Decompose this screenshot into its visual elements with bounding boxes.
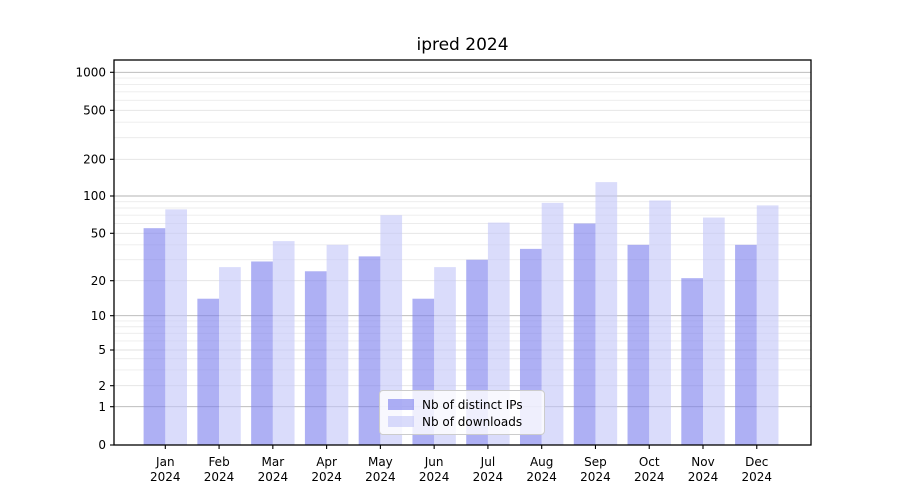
legend: Nb of distinct IPs Nb of downloads <box>379 390 545 435</box>
x-tick-label-month: May <box>368 455 393 469</box>
bar-feb-downloads <box>219 267 241 445</box>
x-tick-label-year: 2024 <box>526 470 557 484</box>
legend-label-distinct-ips: Nb of distinct IPs <box>422 397 523 412</box>
x-tick-label-year: 2024 <box>150 470 181 484</box>
x-tick-label-month: Mar <box>262 455 285 469</box>
x-tick-label-month: Jul <box>480 455 495 469</box>
axes-frame <box>113 59 812 446</box>
x-tick-label-month: Dec <box>745 455 768 469</box>
y-tick-label: 1 <box>98 400 106 414</box>
x-tick-label-month: Feb <box>208 455 229 469</box>
x-tick-label-month: Jun <box>424 455 444 469</box>
x-tick-label-year: 2024 <box>473 470 504 484</box>
y-tick-label: 200 <box>83 153 106 167</box>
bar-may-downloads <box>380 215 403 445</box>
bar-mar-downloads <box>272 241 295 445</box>
bar-sep-distinct-ips <box>573 223 596 445</box>
bar-jan-distinct-ips <box>143 228 166 445</box>
y-tick-label: 100 <box>83 189 106 203</box>
x-tick-label-year: 2024 <box>634 470 665 484</box>
legend-item-distinct-ips: Nb of distinct IPs <box>388 397 536 413</box>
bar-dec-downloads <box>756 205 779 445</box>
x-tick-label-month: Apr <box>316 455 337 469</box>
y-tick-label: 1000 <box>75 66 106 80</box>
y-tick-label: 10 <box>91 309 106 323</box>
x-tick-label-month: Oct <box>639 455 660 469</box>
legend-swatch-downloads <box>388 416 414 427</box>
legend-item-downloads: Nb of downloads <box>388 414 536 430</box>
bar-aug-downloads <box>541 202 564 445</box>
bar-jul-downloads <box>487 222 510 445</box>
bar-feb-distinct-ips <box>197 298 220 445</box>
x-tick-label-year: 2024 <box>580 470 611 484</box>
legend-label-downloads: Nb of downloads <box>422 414 523 429</box>
legend-swatch-distinct-ips <box>388 399 414 410</box>
bar-oct-downloads <box>649 200 671 445</box>
x-tick-label-year: 2024 <box>419 470 450 484</box>
bar-may-distinct-ips <box>358 256 381 445</box>
bar-apr-distinct-ips <box>304 271 327 445</box>
x-tick-label-year: 2024 <box>204 470 235 484</box>
x-tick-label-year: 2024 <box>365 470 396 484</box>
y-tick-label: 2 <box>98 379 106 393</box>
bar-dec-distinct-ips <box>735 244 757 445</box>
x-tick-label-month: Sep <box>584 455 607 469</box>
y-tick-label: 0 <box>98 438 106 452</box>
bar-nov-distinct-ips <box>681 278 703 445</box>
bar-mar-distinct-ips <box>251 261 273 445</box>
x-tick-label-year: 2024 <box>258 470 289 484</box>
bar-jan-downloads <box>165 209 187 445</box>
bar-nov-downloads <box>703 217 725 445</box>
y-tick-label: 50 <box>91 227 106 241</box>
bar-apr-downloads <box>326 244 349 445</box>
bar-oct-distinct-ips <box>627 244 650 445</box>
x-tick-label-year: 2024 <box>311 470 342 484</box>
y-tick-label: 500 <box>83 104 106 118</box>
bar-sep-downloads <box>595 182 618 445</box>
y-tick-label: 20 <box>91 274 106 288</box>
x-tick-label-year: 2024 <box>741 470 772 484</box>
x-tick-label-month: Jan <box>155 455 175 469</box>
x-tick-label-month: Nov <box>691 455 714 469</box>
y-tick-label: 5 <box>98 343 106 357</box>
chart-title: ipred 2024 <box>416 35 509 55</box>
x-tick-label-year: 2024 <box>688 470 719 484</box>
x-tick-label-month: Aug <box>530 455 553 469</box>
